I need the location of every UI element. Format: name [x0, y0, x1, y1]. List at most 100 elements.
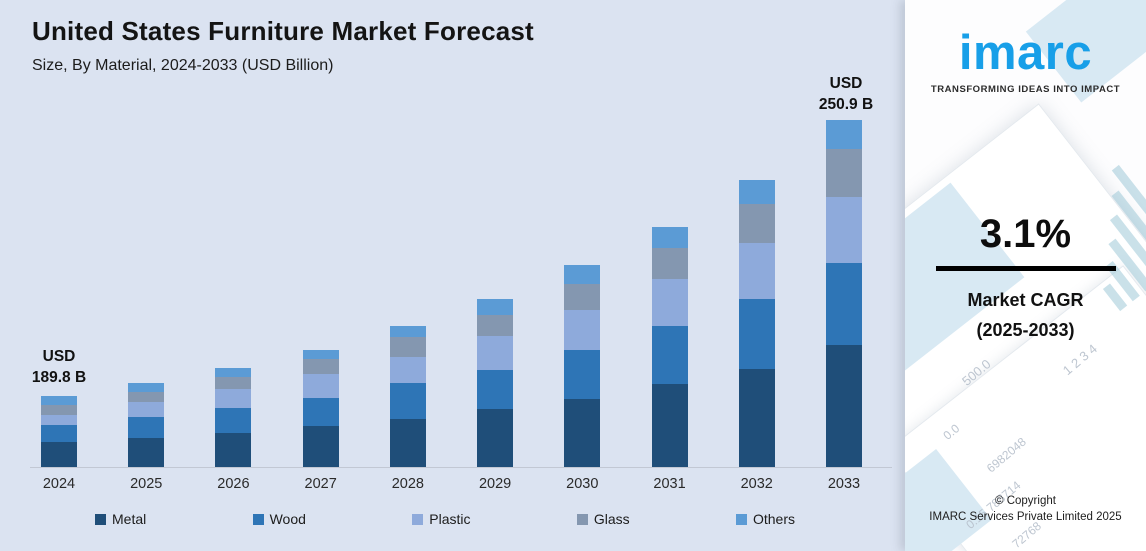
imarc-logo-text: imarc [958, 26, 1093, 80]
bar-segment-plastic-2032 [738, 243, 775, 299]
stacked-bar-2028 [389, 326, 426, 467]
bar-segment-glass-2033 [825, 149, 862, 197]
x-axis-label-2032: 2032 [740, 476, 773, 492]
copyright-notice: © Copyright IMARC Services Private Limit… [905, 493, 1146, 525]
stacked-bar-2032 [738, 180, 775, 467]
cagr-block: 3.1% Market CAGR (2025-2033) [905, 212, 1146, 345]
bar-segment-metal-2030 [564, 399, 601, 467]
bar-segment-metal-2029 [477, 409, 514, 467]
stacked-bar-2026 [215, 368, 252, 467]
bar-segment-glass-2025 [128, 392, 165, 402]
bar-segment-glass-2031 [651, 248, 688, 279]
chart-subtitle: Size, By Material, 2024-2033 (USD Billio… [32, 57, 334, 74]
bar-segment-wood-2032 [738, 299, 775, 369]
bar-segment-plastic-2033 [825, 197, 862, 263]
chart-panel: United States Furniture Market Forecast … [30, 16, 892, 527]
chart-legend: Metal Wood Plastic Glass Others [95, 511, 795, 527]
bar-segment-plastic-2024 [41, 415, 77, 425]
bar-segment-metal-2031 [651, 384, 688, 467]
bar-segment-plastic-2027 [302, 374, 339, 398]
legend-swatch-others [735, 513, 747, 525]
bar-segment-wood-2025 [128, 417, 165, 438]
bar-segment-others-2025 [128, 383, 165, 392]
stacked-bar-2033 [825, 120, 862, 467]
x-axis-labels: 2024 2025 2026 2027 2028 2029 2030 2031 2032 2033 [41, 476, 862, 492]
copyright-line2: IMARC Services Private Limited 2025 [929, 511, 1122, 523]
bar-segment-others-2031 [651, 227, 688, 248]
cagr-range: (2025-2033) [976, 320, 1075, 340]
bar-segment-glass-2026 [215, 377, 252, 389]
bar-segment-glass-2032 [738, 204, 775, 243]
bar-segment-glass-2024 [41, 405, 77, 415]
bar-segment-glass-2027 [302, 359, 339, 374]
bar-segment-plastic-2029 [477, 336, 514, 370]
stacked-bar-2024 [41, 396, 77, 467]
chart-title: United States Furniture Market Forecast [32, 16, 534, 46]
x-axis-label-2024: 2024 [42, 476, 76, 492]
x-axis-label-2031: 2031 [653, 476, 686, 492]
bar-segment-wood-2027 [302, 398, 339, 426]
bar-segment-wood-2028 [389, 383, 426, 419]
watermark-number: 1 2 3 4 [1059, 340, 1100, 379]
legend-swatch-glass [576, 513, 588, 525]
bar-segment-glass-2028 [389, 337, 426, 357]
legend-swatch-metal [95, 513, 106, 525]
x-axis-label-2029: 2029 [478, 476, 512, 492]
x-axis-label-2027: 2027 [304, 476, 337, 492]
bar-segment-others-2024 [41, 396, 77, 405]
value-label-2033: USD 250.9 B [818, 75, 874, 113]
bar-segment-metal-2025 [128, 438, 165, 467]
bar-segment-metal-2032 [738, 369, 775, 467]
bar-segment-others-2030 [564, 265, 601, 284]
legend-item-metal: Metal [95, 511, 146, 527]
x-axis-label-2026: 2026 [217, 476, 250, 492]
info-panel: 500.0 0.0 1 2 3 4 6982048 0.15 788714 72… [905, 0, 1146, 551]
legend-label-metal: Metal [112, 511, 147, 527]
cagr-label: Market CAGR [967, 290, 1084, 310]
bar-segment-metal-2024 [41, 442, 77, 467]
watermark-number: 500.0 [958, 356, 994, 389]
stacked-bar-2025 [128, 383, 165, 467]
bar-segment-others-2027 [302, 350, 339, 359]
bar-segment-glass-2029 [477, 315, 514, 336]
legend-item-others: Others [735, 511, 795, 527]
copyright-line1: © Copyright [995, 495, 1056, 507]
legend-swatch-plastic [412, 513, 424, 525]
legend-label-others: Others [752, 511, 795, 527]
stacked-bar-2031 [651, 227, 688, 467]
plot-area [41, 117, 862, 467]
legend-item-plastic: Plastic [412, 511, 470, 527]
bar-segment-others-2032 [738, 180, 775, 204]
cagr-value: 3.1% [979, 212, 1072, 256]
bar-segment-plastic-2030 [564, 310, 601, 350]
imarc-logo: imarc TRANSFORMING IDEAS INTO IMPACT [905, 24, 1146, 95]
watermark-number: 6982048 [983, 434, 1029, 476]
watermark-number: 0.0 [940, 421, 963, 443]
bar-segment-plastic-2028 [389, 357, 426, 383]
bar-segment-others-2028 [389, 326, 426, 337]
legend-label-wood: Wood [269, 511, 306, 527]
bar-segment-metal-2026 [215, 433, 252, 467]
x-axis-label-2033: 2033 [827, 476, 861, 492]
imarc-logo-tagline: TRANSFORMING IDEAS INTO IMPACT [930, 84, 1121, 95]
bar-segment-metal-2028 [389, 419, 426, 467]
bar-segment-plastic-2025 [128, 402, 165, 417]
bar-segment-others-2026 [215, 368, 252, 377]
bar-segment-wood-2030 [564, 350, 601, 399]
bar-segment-wood-2033 [825, 263, 862, 345]
legend-swatch-wood [252, 513, 264, 525]
x-axis-label-2030: 2030 [566, 476, 599, 492]
cagr-divider [935, 266, 1116, 271]
bar-segment-others-2033 [825, 120, 862, 149]
bar-segment-wood-2026 [215, 408, 252, 433]
stacked-bar-2029 [477, 299, 514, 467]
bar-segment-plastic-2031 [651, 279, 688, 326]
x-axis-label-2025: 2025 [130, 476, 163, 492]
stacked-bar-2030 [564, 265, 601, 467]
value-label-2024: USD 189.8 B [31, 348, 87, 386]
bar-segment-wood-2031 [651, 326, 688, 384]
legend-item-wood: Wood [252, 511, 306, 527]
x-axis-label-2028: 2028 [391, 476, 424, 492]
x-axis-line [30, 467, 892, 468]
